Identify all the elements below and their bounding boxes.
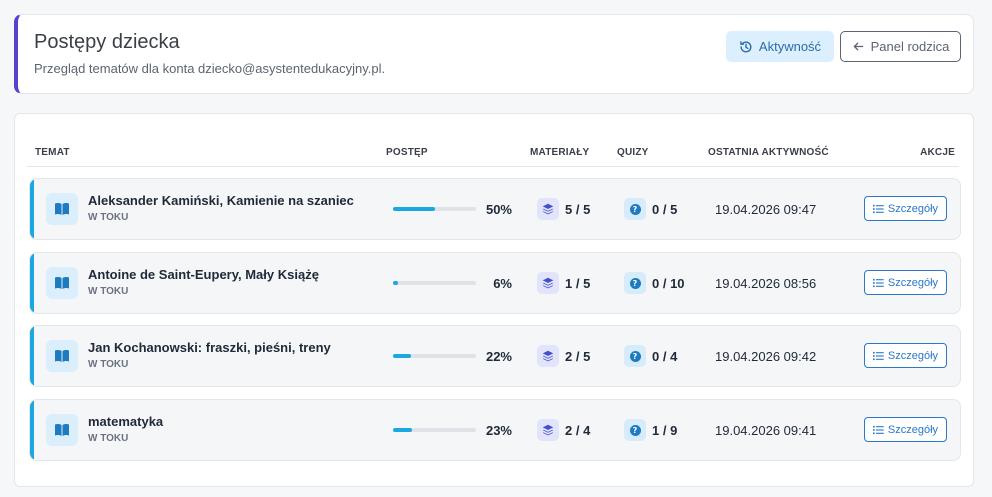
book-open-icon [46,340,78,372]
topic-status: W TOKU [88,359,129,370]
progress-bar [393,207,476,211]
details-button[interactable]: Szczegóły [864,343,947,368]
header-divider [27,166,959,167]
materials-count: 5 / 5 [565,202,591,217]
history-icon [740,40,752,52]
progress-bar-fill [393,428,413,432]
topic-status: W TOKU [88,286,129,297]
column-header-progress: POSTĘP [386,147,428,158]
table-row: matematyka W TOKU 23% 2 / 4 ? 1 / 9 19.0… [29,399,961,461]
progress-bar [393,354,476,358]
progress-percent: 23% [485,423,512,438]
topic-name: matematyka [88,414,164,429]
materials-count: 1 / 5 [565,276,591,291]
details-button[interactable]: Szczegóły [864,270,947,295]
book-open-icon [46,193,78,225]
list-icon [872,278,884,287]
row-accent [30,326,34,386]
progress-percent: 6% [493,276,512,291]
row-accent [30,253,34,313]
topics-table: TEMAT POSTĘP MATERIAŁY QUIZY OSTATNIA AK… [14,113,974,487]
progress-bar-fill [393,281,398,285]
header-card: Postępy dziecka Przegląd tematów dla kon… [14,14,974,94]
last-activity-date: 19.04.2026 09:42 [715,349,817,364]
row-accent [30,400,34,460]
layers-icon [537,272,559,294]
column-header-actions: AKCJE [920,147,955,158]
column-header-quizzes: QUIZY [617,147,649,158]
arrow-left-icon [853,42,863,51]
question-circle-icon: ? [624,198,646,220]
column-header-topic: TEMAT [35,147,70,158]
page-title: Postępy dziecka [34,31,180,53]
topic-name: Antoine de Saint-Eupery, Mały Książę [88,267,319,282]
activity-button[interactable]: Aktywność [726,31,834,62]
list-icon [872,204,884,213]
column-header-last-activity: OSTATNIA AKTYWNOŚĆ [708,147,829,158]
details-button[interactable]: Szczegóły [864,417,947,442]
question-circle-icon: ? [624,272,646,294]
quizzes-count: 0 / 5 [652,202,678,217]
list-icon [872,351,884,360]
book-open-icon [46,267,78,299]
table-row: Aleksander Kamiński, Kamienie na szaniec… [29,178,961,240]
details-button-label: Szczegóły [887,202,939,215]
table-row: Antoine de Saint-Eupery, Mały Książę W T… [29,252,961,314]
topic-status: W TOKU [88,212,129,223]
quizzes-count: 1 / 9 [652,423,678,438]
progress-bar-fill [393,354,412,358]
row-accent [30,179,34,239]
layers-icon [537,345,559,367]
details-button-label: Szczegóły [887,349,939,362]
topic-name: Aleksander Kamiński, Kamienie na szaniec [88,193,354,208]
progress-bar [393,281,476,285]
parent-panel-button[interactable]: Panel rodzica [840,31,961,62]
last-activity-date: 19.04.2026 08:56 [715,276,817,291]
quizzes-count: 0 / 10 [652,276,685,291]
question-circle-icon: ? [624,419,646,441]
column-header-materials: MATERIAŁY [530,147,590,158]
materials-count: 2 / 5 [565,349,591,364]
list-icon [872,425,884,434]
topic-name: Jan Kochanowski: fraszki, pieśni, treny [88,340,331,355]
progress-bar-fill [393,207,435,211]
last-activity-date: 19.04.2026 09:47 [715,202,817,217]
progress-percent: 50% [485,202,512,217]
table-row: Jan Kochanowski: fraszki, pieśni, treny … [29,325,961,387]
quizzes-count: 0 / 4 [652,349,678,364]
details-button-label: Szczegóły [887,276,939,289]
question-circle-icon: ? [624,345,646,367]
activity-button-label: Aktywność [758,39,822,54]
progress-percent: 22% [485,349,512,364]
details-button-label: Szczegóły [887,423,939,436]
layers-icon [537,419,559,441]
topic-status: W TOKU [88,433,129,444]
last-activity-date: 19.04.2026 09:41 [715,423,817,438]
parent-panel-button-label: Panel rodzica [870,39,950,54]
page-subtitle: Przegląd tematów dla konta dziecko@asyst… [34,61,386,76]
progress-bar [393,428,476,432]
layers-icon [537,198,559,220]
materials-count: 2 / 4 [565,423,591,438]
details-button[interactable]: Szczegóły [864,196,947,221]
book-open-icon [46,414,78,446]
